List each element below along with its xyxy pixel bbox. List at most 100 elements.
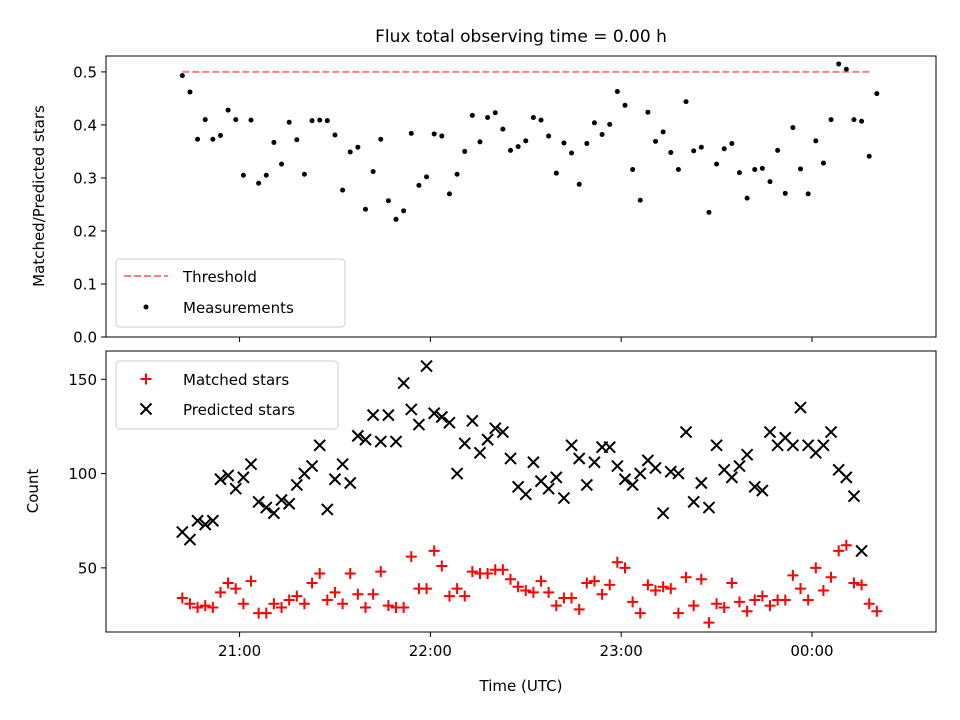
predicted-stars-point: [855, 544, 868, 558]
measurements-point: [805, 191, 811, 197]
measurements-point: [370, 169, 376, 175]
measurements-point: [324, 118, 330, 124]
matched-legend-label: Matched stars: [183, 371, 289, 389]
matched-stars-point: [207, 601, 219, 613]
measurements-point: [210, 136, 216, 142]
x-tick-label: 23:00: [600, 642, 643, 660]
measurements-point: [736, 170, 742, 176]
predicted-stars-point: [565, 439, 578, 452]
predicted-stars-point: [260, 501, 273, 514]
matched-stars-point: [611, 556, 623, 568]
predicted-stars-point: [214, 473, 227, 486]
predicted-stars-point: [794, 401, 807, 414]
ratio-plot-marks: [179, 61, 880, 222]
matched-stars-point: [268, 598, 280, 610]
matched-stars-point: [352, 588, 364, 600]
measurements-point: [843, 66, 849, 72]
measurements-point: [561, 140, 567, 146]
measurements-point: [294, 137, 300, 143]
predicted-stars-point: [199, 518, 212, 531]
predicted-stars-point: [382, 408, 395, 422]
measurements-point: [790, 125, 796, 131]
matched-stars-point: [466, 566, 478, 578]
matched-stars-point: [192, 601, 204, 613]
measurements-point: [462, 148, 468, 154]
count-y-tick-label: 50: [78, 559, 97, 577]
measurements-point: [385, 198, 391, 204]
measurements-point: [553, 170, 559, 176]
matched-stars-point: [359, 601, 371, 613]
predicted-stars-point: [527, 456, 540, 469]
count-y-tick-label: 100: [68, 465, 97, 483]
matched-stars-point: [535, 575, 547, 587]
measurements-point: [668, 149, 674, 155]
matched-stars-point: [871, 605, 883, 617]
matched-stars-point: [382, 600, 394, 612]
predicted-stars-point: [664, 465, 677, 478]
matched-stars-point: [817, 585, 829, 597]
measurements-point: [622, 102, 628, 108]
predicted-stars-point: [397, 376, 410, 390]
measurements-point: [446, 191, 452, 197]
measurements-point: [515, 144, 521, 150]
matched-stars-point: [795, 583, 807, 595]
matched-stars-point: [741, 605, 753, 617]
matched-stars-point: [833, 545, 845, 557]
predicted-stars-point: [221, 469, 235, 482]
measurements-point: [393, 216, 399, 222]
predicted-stars-point: [656, 506, 670, 520]
matched-stars-point: [291, 590, 303, 602]
predicted-stars-point: [282, 497, 296, 510]
predicted-stars-point: [313, 439, 326, 452]
matched-stars-point: [627, 596, 639, 608]
predicted-legend-swatch: [139, 402, 153, 416]
predicted-stars-point: [519, 488, 532, 501]
matched-stars-point: [222, 577, 234, 589]
matched-stars-point: [749, 594, 761, 606]
measurements-point: [362, 206, 368, 212]
matched-stars-point: [695, 573, 707, 585]
predicted-stars-point: [229, 482, 242, 495]
matched-legend-swatch: [140, 373, 152, 385]
matched-stars-point: [848, 577, 860, 589]
measurements-point: [698, 144, 704, 150]
predicted-stars-point: [824, 425, 838, 439]
predicted-stars-point: [725, 471, 739, 484]
predicted-stars-point: [466, 414, 479, 427]
matched-stars-point: [367, 588, 379, 600]
predicted-stars-point: [435, 410, 449, 424]
matched-stars-point: [733, 596, 745, 608]
measurements-point: [576, 181, 582, 187]
predicted-stars-point: [649, 461, 662, 475]
predicted-stars-point: [550, 471, 563, 484]
predicted-stars-point: [756, 484, 769, 497]
count-plot-frame: [105, 350, 937, 633]
predicted-stars-point: [763, 425, 777, 439]
measurements-point: [401, 208, 407, 214]
predicted-stars-point: [267, 506, 281, 520]
measurements-point: [416, 182, 422, 188]
predicted-stars-point: [420, 359, 433, 373]
ratio-legend: Threshold Measurements: [115, 258, 346, 328]
matched-stars-point: [711, 598, 723, 610]
measurements-point: [279, 161, 285, 167]
predicted-stars-point: [458, 437, 471, 450]
matched-stars-point: [314, 568, 326, 580]
predicted-stars-point: [840, 471, 853, 484]
measurements-point: [301, 171, 307, 177]
matched-stars-point: [657, 581, 669, 593]
measurements-point: [225, 107, 231, 113]
predicted-stars-point: [748, 480, 761, 493]
matched-stars-point: [573, 603, 585, 615]
matched-stars-point: [604, 579, 616, 591]
matched-stars-point: [680, 571, 692, 583]
predicted-stars-point: [473, 446, 487, 460]
measurements-point: [240, 172, 246, 178]
measurements-point: [767, 179, 773, 185]
matched-stars-point: [726, 577, 738, 589]
ratio-y-tick-label: 0.2: [73, 222, 97, 240]
count-plot-marks: [176, 359, 883, 629]
matched-stars-point: [337, 598, 349, 610]
matched-stars-point: [581, 577, 593, 589]
